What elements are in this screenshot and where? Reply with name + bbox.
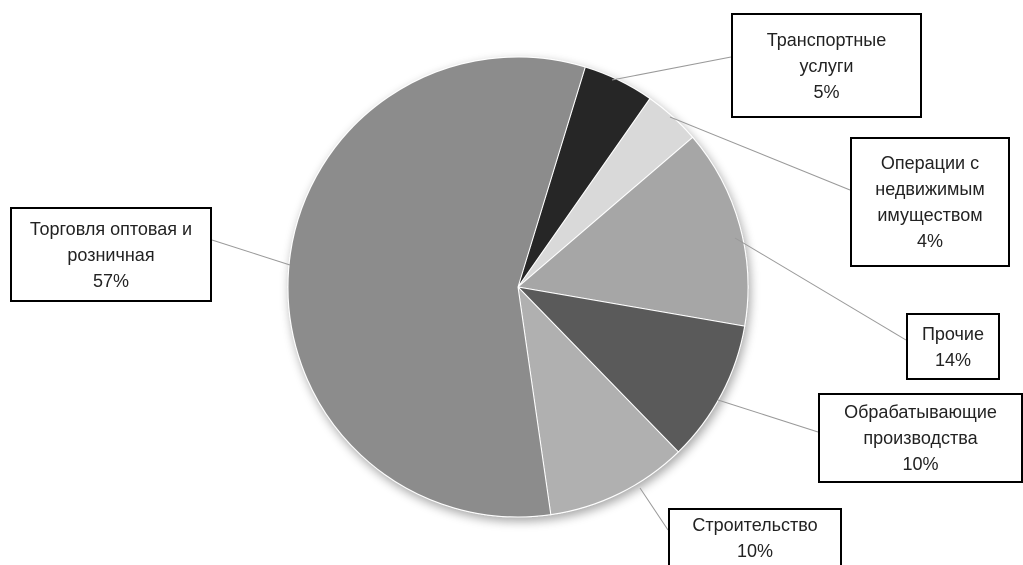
leader-line — [639, 487, 669, 531]
value-label: 10% — [736, 540, 774, 561]
pie-slice — [516, 136, 749, 327]
value-label: 57% — [92, 270, 130, 291]
leader-line — [611, 56, 732, 81]
category-label: Транспортные услуги — [766, 29, 887, 76]
value-label: 10% — [902, 454, 939, 474]
category-label: Торговля оптовая и розничная — [29, 218, 193, 265]
data-label: Транспортные услуги 5% — [731, 13, 922, 118]
leader-line — [717, 399, 819, 433]
data-label: Прочие 14% — [906, 313, 1000, 380]
data-label: Обрабатывающие производства 10% — [818, 393, 1023, 483]
leader-line — [669, 116, 851, 191]
pie-slice — [287, 56, 586, 518]
value-label: 5% — [813, 81, 840, 102]
pie-slice — [516, 286, 746, 453]
category-label: Прочие — [921, 323, 984, 344]
category-label: Операции с недвижимым имуществом — [875, 153, 985, 225]
pie-slice — [517, 285, 680, 516]
value-label: 14% — [934, 349, 972, 370]
leader-line — [734, 237, 907, 341]
data-label: Строительство 10% — [668, 508, 842, 565]
leader-line — [211, 239, 291, 266]
data-label: Операции с недвижимым имуществом 4% — [850, 137, 1010, 267]
category-label: Обрабатывающие производства — [844, 402, 997, 448]
pie — [287, 56, 749, 518]
value-label: 4% — [916, 231, 943, 251]
data-label: Торговля оптовая и розничная 57% — [10, 207, 212, 302]
category-label: Строительство — [692, 514, 818, 535]
